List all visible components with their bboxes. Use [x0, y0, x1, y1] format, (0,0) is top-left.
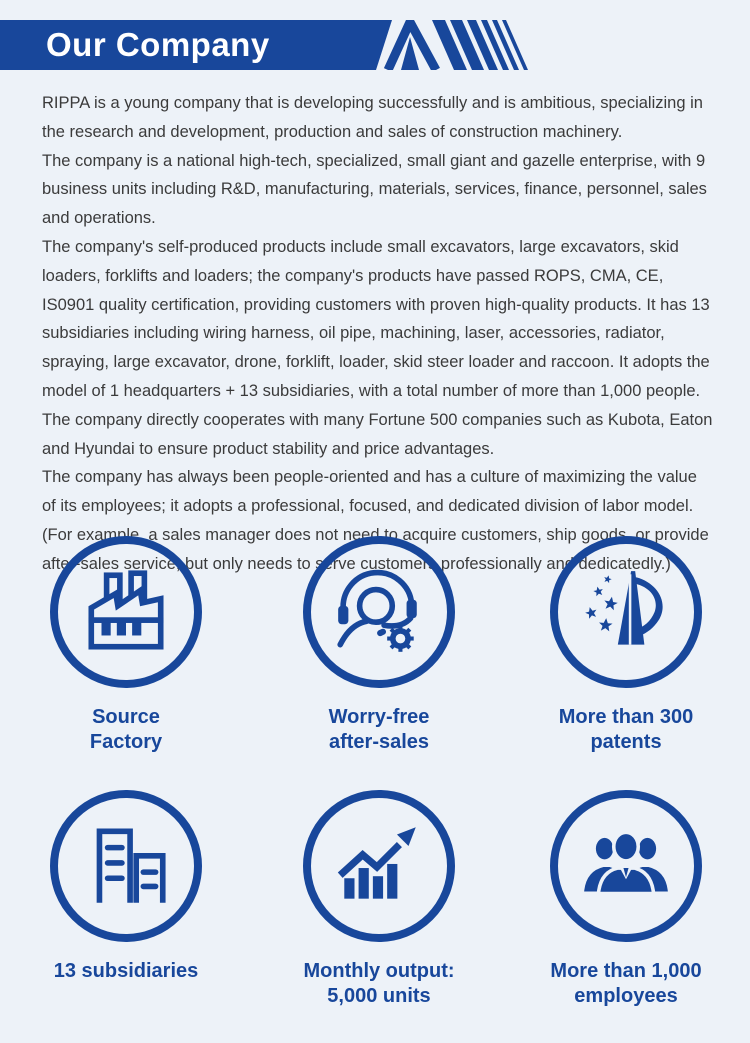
employees-icon [584, 830, 668, 896]
feature-label: Monthly output: 5,000 units [303, 960, 455, 1007]
feature-card-source-factory: Source Factory [14, 532, 238, 755]
feature-circle [550, 790, 702, 942]
feature-label: Source Factory [89, 706, 163, 753]
feature-label: 13 subsidiaries [53, 960, 199, 982]
paragraph-culture: The company has always been people-orien… [42, 468, 709, 573]
lambda-stripes-icon [383, 20, 528, 70]
feature-circle [303, 536, 455, 688]
feature-circle [550, 536, 702, 688]
feature-circle [50, 790, 202, 942]
company-description: RIPPA is a young company that is develop… [42, 89, 714, 579]
feature-circle [303, 790, 455, 942]
buildings-icon [96, 828, 166, 903]
paragraph-enterprise: The company is a national high-tech, spe… [42, 151, 707, 228]
feature-circle [50, 536, 202, 688]
section-banner: Our Company [0, 20, 392, 70]
feature-card-employees: More than 1,000 employees [514, 786, 738, 1009]
feature-label: More than 1,000 employees [550, 960, 702, 1007]
feature-label: Worry-free after-sales [328, 706, 430, 753]
page-title: Our Company [46, 26, 270, 63]
feature-card-patents: More than 300 patents [514, 532, 738, 755]
feature-card-subsidiaries: 13 subsidiaries [14, 786, 238, 984]
feature-card-after-sales: Worry-free after-sales [267, 532, 491, 755]
feature-label: More than 300 patents [558, 706, 694, 753]
paragraph-intro: RIPPA is a young company that is develop… [42, 94, 703, 141]
headset-icon [337, 569, 417, 652]
patent-icon [584, 571, 663, 645]
feature-card-monthly-output: Monthly output: 5,000 units [267, 786, 491, 1009]
growth-chart-icon [337, 827, 416, 899]
paragraph-products: The company's self-produced products inc… [42, 237, 713, 458]
factory-icon [88, 570, 164, 650]
